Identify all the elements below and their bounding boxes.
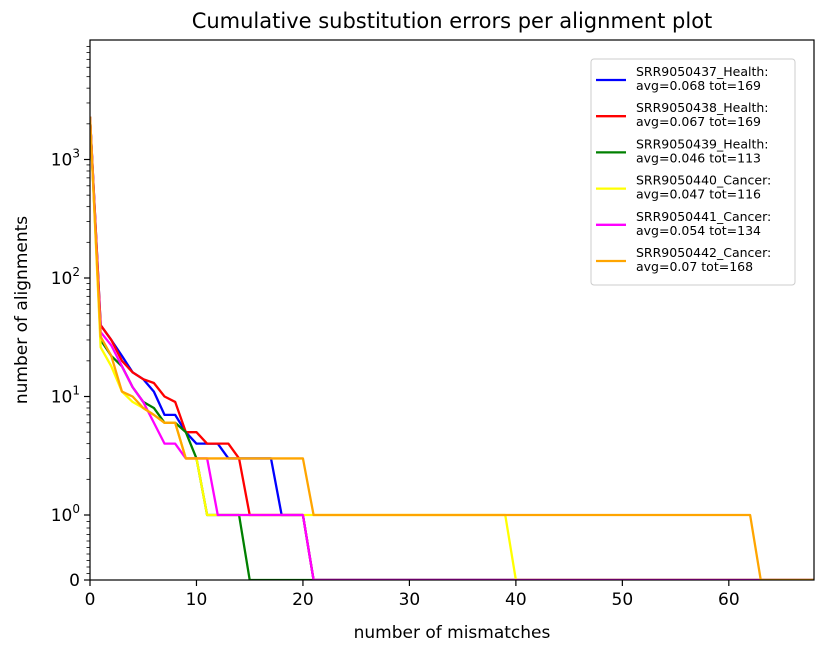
y-tick-label-1: 100 — [51, 502, 80, 526]
legend-label-5: SRR9050442_Cancer: — [636, 245, 771, 260]
y-axis-label: number of alignments — [12, 216, 32, 404]
x-tick-label-0: 0 — [85, 590, 96, 610]
legend-stats-5: avg=0.07 tot=168 — [636, 259, 753, 274]
chart-title: Cumulative substitution errors per align… — [192, 9, 713, 33]
series-line-5 — [90, 116, 814, 580]
plot-frame — [89, 39, 815, 581]
legend-label-3: SRR9050440_Cancer: — [636, 173, 771, 188]
y-tick-label-0: 0 — [69, 571, 80, 591]
x-axis: 0 10 20 30 40 50 60 — [85, 580, 740, 610]
legend-stats-0: avg=0.068 tot=169 — [636, 78, 761, 93]
x-tick-label-6: 60 — [718, 590, 740, 610]
legend-stats-3: avg=0.047 tot=116 — [636, 187, 761, 202]
legend-label-0: SRR9050437_Health: — [636, 64, 768, 79]
y-tick-label-2: 101 — [51, 384, 80, 408]
legend-stats-1: avg=0.067 tot=169 — [636, 114, 761, 129]
y-axis: 0 100 101 102 103 — [51, 46, 90, 591]
series-layer — [90, 116, 814, 580]
legend-label-4: SRR9050441_Cancer: — [636, 209, 771, 224]
legend-stats-2: avg=0.046 tot=113 — [636, 150, 761, 165]
legend-label-2: SRR9050439_Health: — [636, 136, 768, 151]
legend-box — [590, 58, 796, 286]
x-tick-label-5: 50 — [612, 590, 634, 610]
x-tick-label-1: 10 — [186, 590, 208, 610]
x-tick-label-4: 40 — [505, 590, 527, 610]
x-tick-label-3: 30 — [399, 590, 421, 610]
y-tick-label-3: 102 — [51, 265, 80, 289]
legend-stats-4: avg=0.054 tot=134 — [636, 223, 761, 238]
x-axis-label: number of mismatches — [354, 623, 551, 643]
legend: SRR9050437_Health:avg=0.068 tot=169 SRR90… — [590, 58, 796, 286]
y-tick-label-4: 103 — [51, 147, 80, 171]
x-tick-label-2: 20 — [292, 590, 314, 610]
legend-label-1: SRR9050438_Health: — [636, 100, 768, 115]
